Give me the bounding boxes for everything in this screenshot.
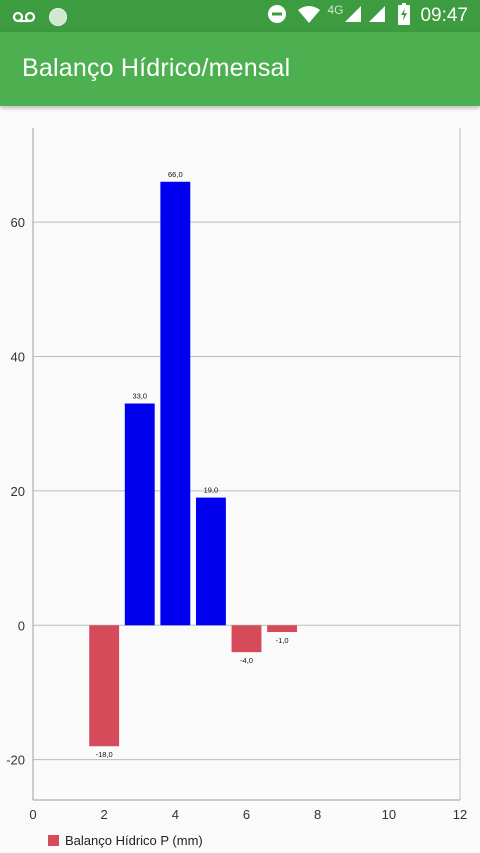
legend-swatch [48,835,59,846]
app-bar: Balanço Hídrico/mensal [0,32,480,106]
y-tick-label: 20 [11,484,25,499]
battery-charging-icon [398,2,411,30]
bar [89,625,120,747]
bar [124,403,155,626]
y-tick-label: 40 [11,349,25,364]
bar-value-label: -18,0 [96,750,113,759]
circle-icon [48,7,68,32]
axes [32,128,461,801]
x-tick-label: 4 [172,807,179,822]
bar-value-label: 19,0 [204,486,219,495]
y-tick-label: 0 [18,618,25,633]
status-time: 09:47 [420,5,468,26]
wifi-icon [297,4,321,29]
status-left-icons [12,7,68,26]
status-bar: 4G 09:47 [0,0,480,32]
x-tick-label: 0 [29,807,36,822]
tick-labels: -20 0 20 40 60 0 2 4 6 8 10 12 [6,215,467,822]
x-tick-label: 2 [101,807,108,822]
y-tick-label: 60 [11,215,25,230]
x-tick-label: 12 [453,807,467,822]
bar-value-label: 66,0 [168,170,183,179]
bar [160,181,191,626]
bar [267,625,298,632]
chart-container: -18,0 33,0 66,0 19,0 -4,0 -1,0 -20 0 20 40 60 0 2 4 6… [0,106,480,853]
signal-icon [344,5,362,28]
bar-labels: -18,0 33,0 66,0 19,0 -4,0 -1,0 [96,170,289,759]
x-tick-label: 8 [314,807,321,822]
bar [195,497,226,626]
bar-value-label: -4,0 [240,656,253,665]
bars [89,181,298,747]
x-tick-label: 10 [382,807,396,822]
bar [231,625,262,653]
bar-value-label: 33,0 [132,392,147,401]
signal-icon [368,5,386,28]
legend-label: Balanço Hídrico P (mm) [65,833,203,848]
page-title: Balanço Hídrico/mensal [22,54,291,82]
bar-value-label: -1,0 [276,636,289,645]
x-tick-label: 6 [243,807,250,822]
voicemail-icon [12,8,36,31]
legend: Balanço Hídrico P (mm) [48,833,203,848]
network-type-label: 4G [327,3,344,17]
status-right-icons: 4G 09:47 [267,2,468,30]
bar-chart: -18,0 33,0 66,0 19,0 -4,0 -1,0 -20 0 20 40 60 0 2 4 6… [6,128,467,848]
do-not-disturb-icon [267,4,287,29]
y-tick-label: -20 [6,753,25,768]
